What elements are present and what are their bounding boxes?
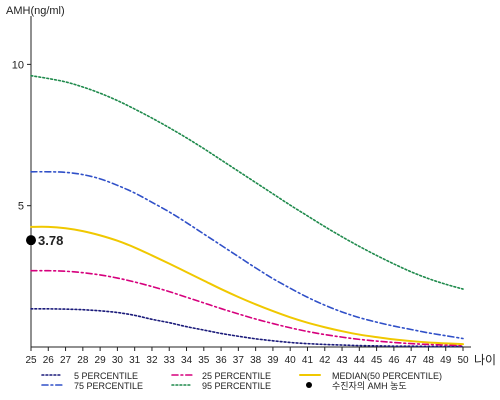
axes-layer: AMH(ng/ml) 5 10 25 26 27 28 29 30 31 32 33 34 35 36 37 3… (6, 5, 496, 367)
series-line-2 (30, 269, 464, 347)
patient-amh-label: 3.78 (38, 233, 63, 248)
patient-amh-marker (26, 235, 36, 246)
legend-label-4: 75 PERCENTILE (74, 381, 143, 391)
x-tick-label-33: 33 (164, 355, 176, 366)
legend-layer: 5 PERCENTILE 25 PERCENTILE MEDIAN(50 PERCE… (41, 371, 442, 391)
series-layer (30, 74, 464, 348)
legend-patient-label: 수진자의 AMH 농도 (332, 381, 407, 391)
x-tick-label-40: 40 (285, 355, 297, 366)
x-tick-label-50: 50 (457, 355, 469, 366)
legend-label-2: 25 PERCENTILE (202, 371, 271, 381)
legend-label-5: 95 PERCENTILE (202, 381, 271, 391)
x-tick-label-28: 28 (77, 355, 89, 366)
x-tick-label-29: 29 (95, 355, 107, 366)
x-tick-label-34: 34 (181, 355, 193, 366)
x-tick-label-39: 39 (267, 355, 279, 366)
x-tick-label-41: 41 (302, 355, 314, 366)
series-line-4 (30, 170, 464, 340)
legend-patient-dot (306, 382, 312, 388)
x-tick-label-45: 45 (371, 355, 383, 366)
x-tick-label-26: 26 (43, 355, 55, 366)
x-tick-label-46: 46 (388, 355, 400, 366)
x-tick-label-30: 30 (112, 355, 124, 366)
x-tick-label-27: 27 (60, 355, 72, 366)
y-axis-title: AMH(ng/ml) (6, 5, 65, 17)
legend-label-3: MEDIAN(50 PERCENTILE) (332, 371, 442, 381)
x-tick-label-36: 36 (216, 355, 228, 366)
x-tick-label-32: 32 (146, 355, 158, 366)
series-line-3 (30, 225, 464, 346)
x-tick-label-44: 44 (354, 355, 366, 366)
x-tick-label-43: 43 (336, 355, 348, 366)
x-tick-label-38: 38 (250, 355, 262, 366)
x-tick-label-31: 31 (129, 355, 141, 366)
x-tick-label-37: 37 (233, 355, 245, 366)
y-tick-label-10: 10 (12, 59, 24, 71)
series-line-1 (30, 308, 464, 348)
x-tick-label-47: 47 (406, 355, 418, 366)
patient-layer: 3.78 (26, 233, 63, 248)
x-tick-label-25: 25 (25, 355, 37, 366)
x-axis-title: 나이 (474, 353, 496, 367)
x-tick-label-42: 42 (319, 355, 331, 366)
x-tick-label-35: 35 (198, 355, 210, 366)
legend-label-1: 5 PERCENTILE (74, 371, 138, 381)
x-tick-label-48: 48 (423, 355, 435, 366)
x-tick-label-49: 49 (440, 355, 452, 366)
series-line-5 (30, 74, 464, 290)
y-tick-label-5: 5 (18, 201, 24, 213)
